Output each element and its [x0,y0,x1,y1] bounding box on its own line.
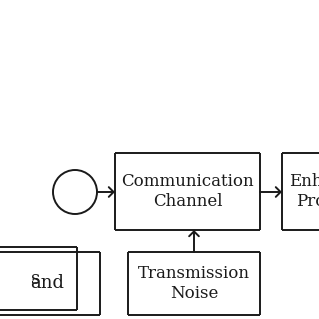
Bar [128,252,260,315]
Bar [0,247,77,310]
Text: Communication
Channel: Communication Channel [121,173,254,210]
Text: Enha
Pro: Enha Pro [289,173,319,210]
Text: Transmission
Noise: Transmission Noise [138,265,250,302]
Bar [115,153,260,230]
Text: and: and [31,275,64,293]
Text: s: s [32,270,41,287]
Circle shape [53,170,97,214]
Bar [282,153,319,230]
Bar [0,252,100,315]
